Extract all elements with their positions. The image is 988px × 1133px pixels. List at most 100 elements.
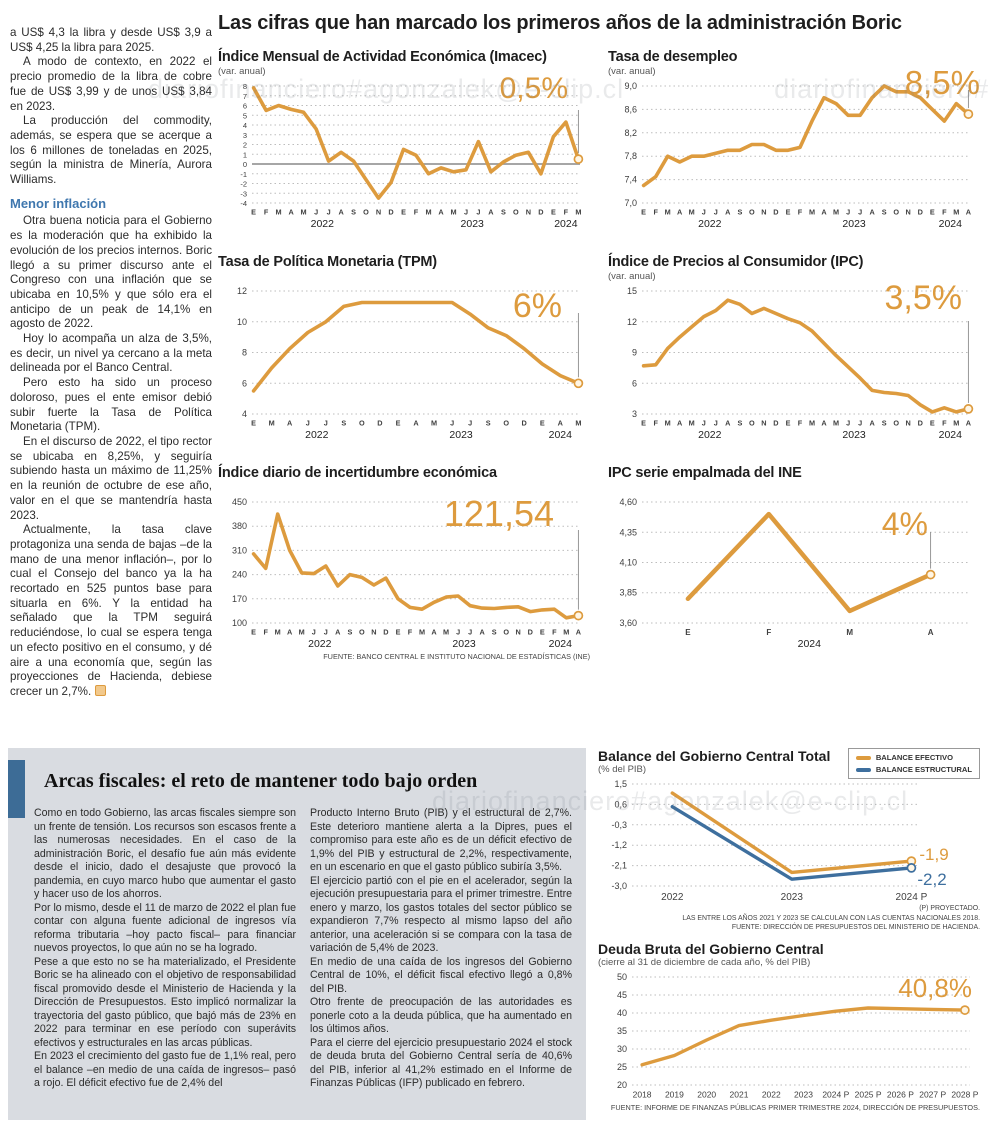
svg-text:4,10: 4,10 [619,558,637,568]
svg-text:E: E [540,418,545,427]
svg-text:M: M [809,207,815,216]
paragraph: Producto Interno Bruto (PIB) y el estruc… [310,807,572,873]
fiscal-column-1: Como en todo Gobierno, las arcas fiscale… [34,807,296,1091]
inflation-subheading: Menor inflación [10,195,107,211]
svg-text:2020: 2020 [697,1089,716,1099]
svg-text:2027 P: 2027 P [919,1089,946,1099]
svg-text:E: E [786,207,791,216]
paragraph: Como en todo Gobierno, las arcas fiscale… [34,807,296,900]
line-chart-desempleo: 9,0 8,6 8,2 7,8 7,4 7,0 E F M A M J J A S O N D E F M A M J J A S O… [608,78,980,230]
svg-text:A: A [338,207,344,216]
svg-text:A: A [576,627,582,636]
svg-text:2024 P: 2024 P [896,892,928,902]
plot-wrap: 0,5% 8 7 6 5 4 3 2 1 0 -1 -2 -3 -4 E F M A M J J A S O N D E F M A M J… [218,74,590,230]
paragraph: LAS ENTRE LOS AÑOS 2021 Y 2023 SE CALCUL… [682,914,980,922]
svg-text:M: M [665,418,671,427]
chart-value-label: 6% [512,287,562,325]
chart-title: IPC serie empalmada del INE [608,465,802,481]
svg-text:450: 450 [232,497,247,507]
svg-text:2023: 2023 [449,429,473,441]
svg-text:F: F [653,207,658,216]
svg-text:M: M [301,207,307,216]
svg-text:M: M [575,418,581,427]
svg-text:4: 4 [242,409,247,419]
svg-text:J: J [468,627,472,636]
svg-text:240: 240 [232,570,247,580]
svg-text:15: 15 [627,286,637,296]
plot-wrap: 40,8% 50 45 40 35 30 25 20 2018 2019 2020 2021 2022… [598,969,980,1101]
svg-text:S: S [492,627,497,636]
svg-text:F: F [263,627,268,636]
chart-value-label: 121,54 [443,493,554,534]
svg-text:O: O [503,627,509,636]
svg-text:2022: 2022 [305,429,329,441]
svg-text:A: A [558,418,564,427]
svg-text:J: J [702,207,706,216]
paragraph: Por lo mismo, desde el 11 de marzo de 20… [34,901,296,955]
svg-text:N: N [906,418,911,427]
paragraph: Para el cierre del ejercicio presupuesta… [310,1036,572,1090]
svg-text:2023: 2023 [461,218,485,230]
svg-text:J: J [456,627,460,636]
svg-text:-3,0: -3,0 [611,881,627,891]
svg-text:0: 0 [243,160,247,169]
svg-text:E: E [641,207,646,216]
svg-text:2024 P: 2024 P [822,1089,849,1099]
svg-text:A: A [966,418,972,427]
chart-title: Índice Mensual de Actividad Económica (I… [218,49,547,65]
paragraph: El ejercicio partió con el pie en el ace… [310,874,572,955]
svg-text:7: 7 [243,92,247,101]
paragraph: En 2023 el crecimiento del gasto fue de … [34,1050,296,1089]
svg-text:S: S [351,207,356,216]
chart-card-ipc: Índice de Precios al Consumidor (IPC) (v… [608,254,980,441]
svg-text:S: S [341,418,346,427]
svg-text:F: F [942,207,947,216]
svg-text:D: D [388,207,393,216]
paragraph: a US$ 4,3 la libra y desde US$ 3,9 a US$… [10,26,212,54]
svg-text:8,2: 8,2 [624,128,637,138]
chart-card-tpm: Tasa de Política Monetaria (TPM) 6% 12 10… [218,254,590,441]
svg-text:J: J [714,418,718,427]
svg-text:F: F [766,628,771,637]
chart-title: Balance del Gobierno Central Total [598,748,831,764]
plot-wrap: 4% 4,60 4,35 4,10 3,85 3,60 E F M A 2024 [608,494,980,650]
svg-text:2024: 2024 [939,429,963,441]
svg-text:7,8: 7,8 [624,151,637,161]
svg-text:J: J [327,207,331,216]
svg-text:O: O [363,207,369,216]
svg-text:-2,2: -2,2 [917,870,946,889]
fiscal-charts: Balance del Gobierno Central Total (% de… [598,748,980,1112]
svg-text:2024: 2024 [939,218,963,230]
svg-text:J: J [476,207,480,216]
svg-text:A: A [869,418,875,427]
svg-text:M: M [689,207,695,216]
chart-subtitle: (var. anual) [218,66,266,77]
svg-text:E: E [251,627,256,636]
chart-title: Deuda Bruta del Gobierno Central [598,940,824,957]
svg-text:A: A [821,418,827,427]
article-paragraphs: a US$ 4,3 la libra y desde US$ 3,9 a US$… [10,26,212,188]
legend-swatch-efectivo [855,755,871,760]
svg-text:E: E [251,207,256,216]
svg-text:2023: 2023 [842,429,866,441]
svg-text:2022: 2022 [698,218,722,230]
svg-text:3,60: 3,60 [619,618,637,628]
chart-value-label: 40,8% [898,972,972,1003]
chart-footnotes: (P) PROYECTADO. LAS ENTRE LOS AÑOS 2021 Y… [598,904,980,933]
svg-text:D: D [538,207,543,216]
chart-source: FUENTE: BANCO CENTRAL E INSTITUTO NACION… [323,652,590,661]
svg-text:20: 20 [617,1080,627,1090]
article-paragraphs: Otra buena noticia para el Gobierno es l… [10,214,212,699]
chart-subtitle: (var. anual) [608,271,656,282]
svg-text:A: A [413,418,419,427]
svg-text:12: 12 [237,286,247,296]
line-chart-tpm: 12 10 8 6 4 E M A J J S O D E A M J J S O D E A M 2022 2023 2024 [218,283,590,441]
chart-value-label: 0,5% [499,72,568,105]
svg-text:F: F [942,418,947,427]
chart-card-desempleo: Tasa de desempleo (var. anual) 8,5% 9,0 8… [608,49,980,230]
chart-card-imacec: Índice Mensual de Actividad Económica (I… [218,49,590,230]
svg-text:J: J [324,627,328,636]
svg-text:J: J [714,207,718,216]
svg-text:9: 9 [632,348,637,358]
svg-text:J: J [312,627,316,636]
